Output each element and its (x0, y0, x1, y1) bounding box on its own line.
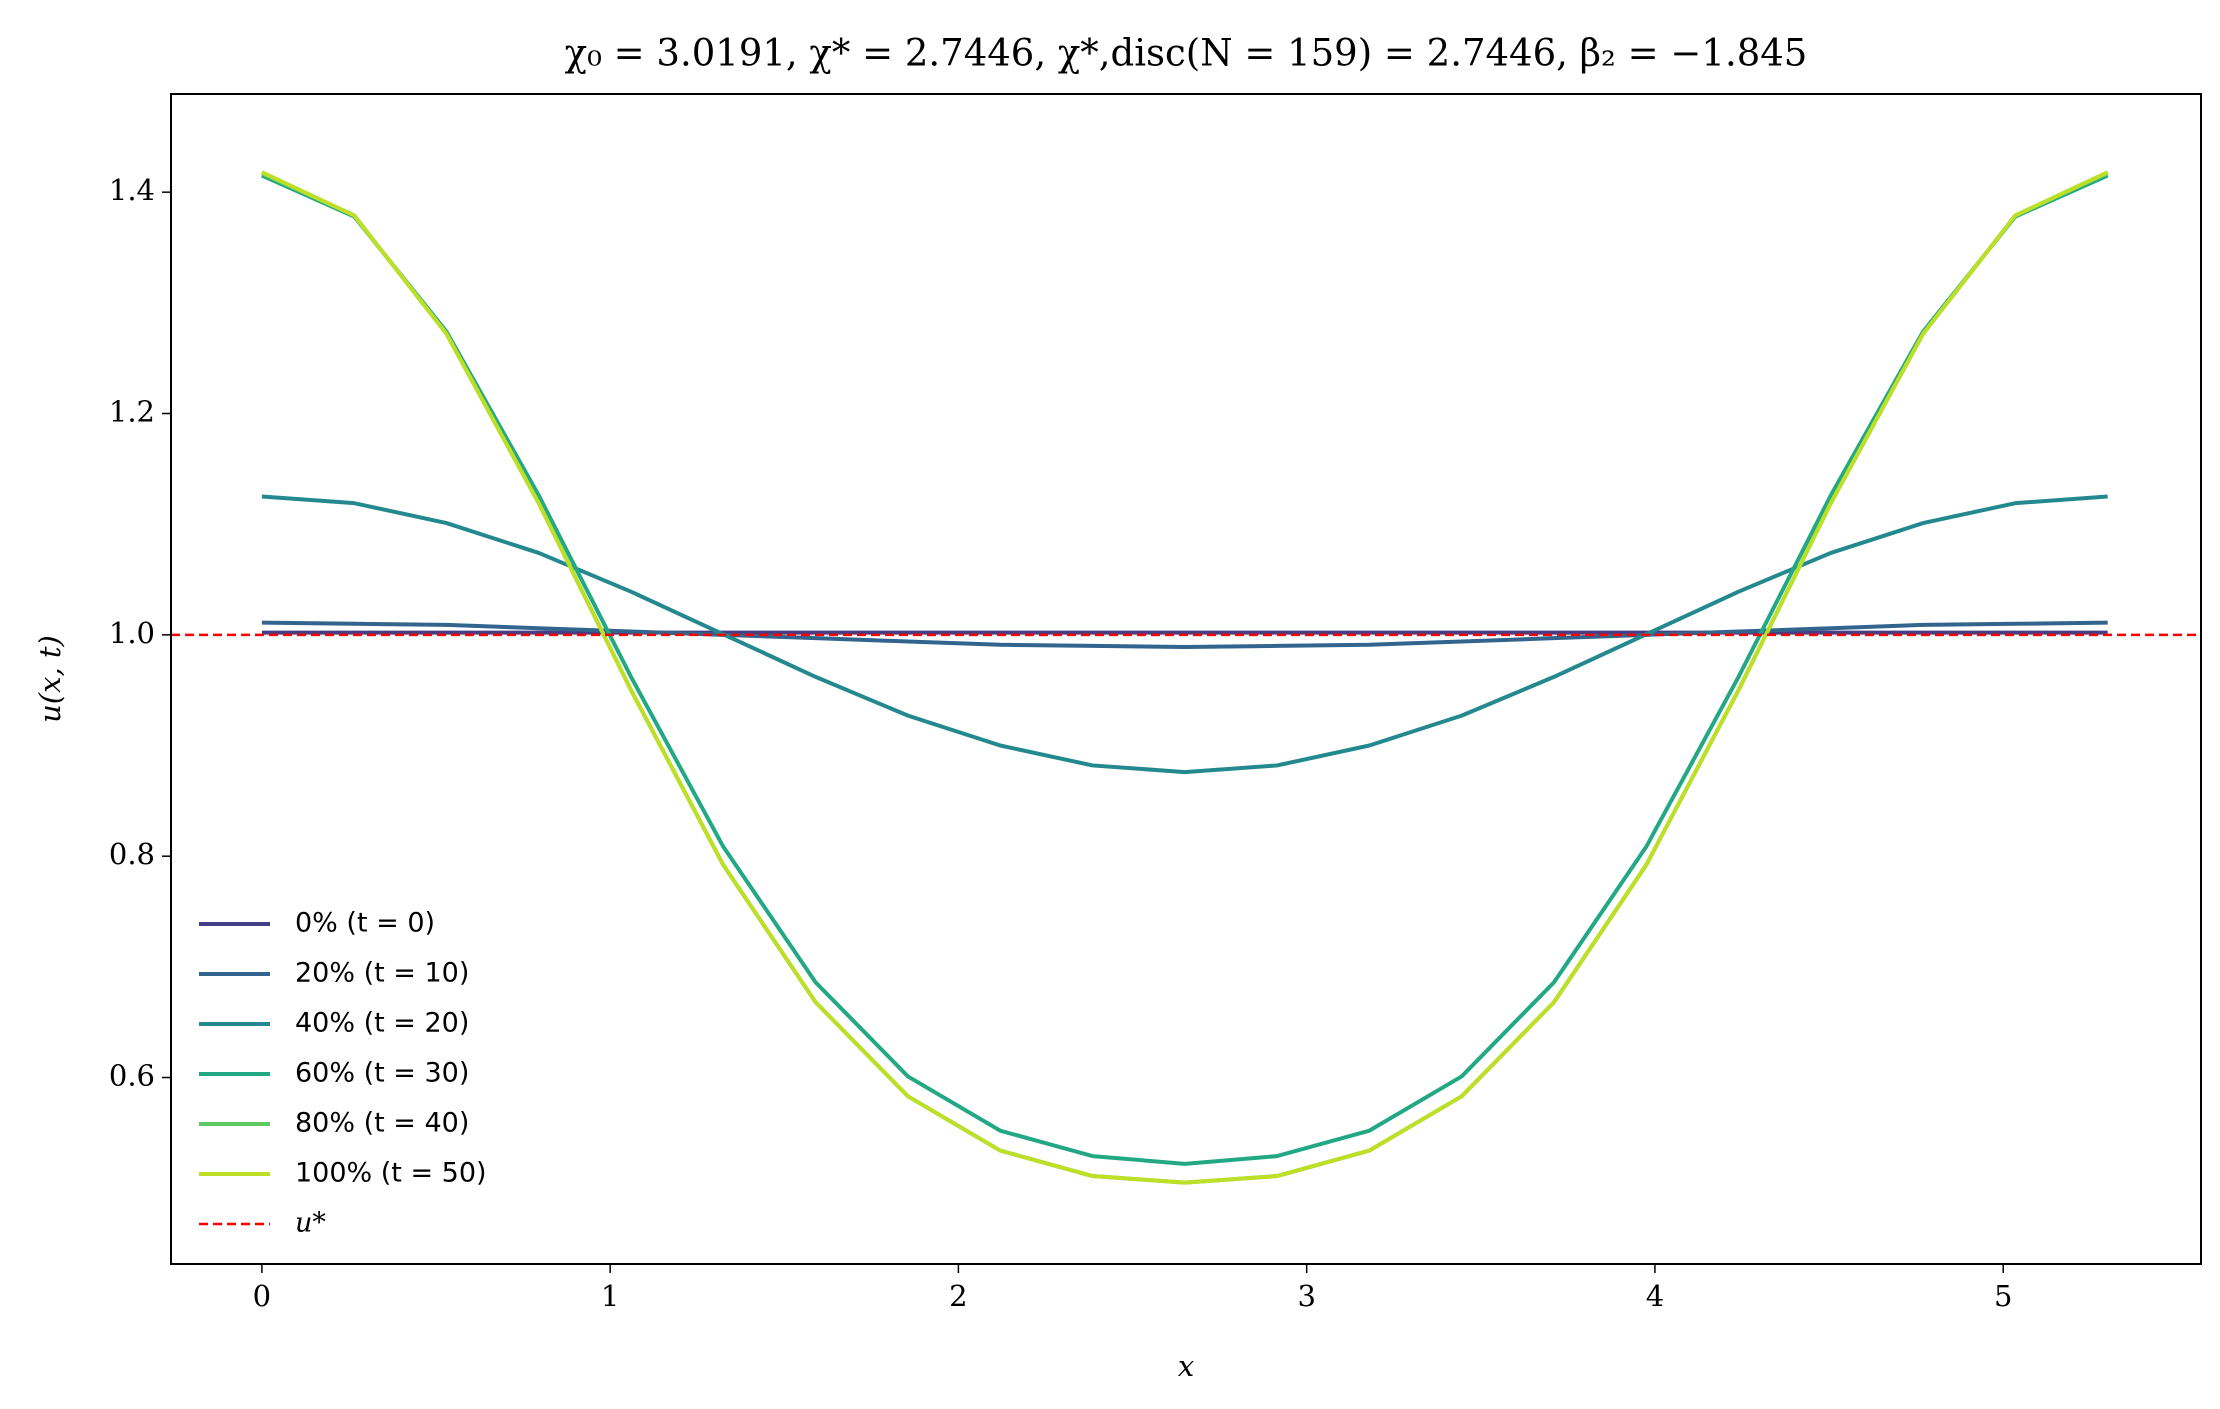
legend-label: 40% (t = 20) (295, 1008, 469, 1039)
x-tick-label: 4 (1646, 1279, 1664, 1313)
plot-frame (170, 93, 2202, 1265)
x-tick-label: 5 (1994, 1279, 2012, 1313)
y-tick-label: 0.8 (109, 837, 155, 871)
y-tick-label: 1.2 (109, 395, 155, 429)
x-tick-label: 2 (949, 1279, 967, 1313)
y-axis-label: u(x, t) (33, 635, 67, 723)
x-tick-label: 1 (601, 1279, 619, 1313)
legend-label: 60% (t = 30) (295, 1058, 469, 1089)
x-axis-label: x (1178, 1349, 1194, 1383)
series-line (261, 173, 2109, 1166)
legend-label: 0% (t = 0) (295, 908, 435, 939)
legend-label: 20% (t = 10) (295, 958, 469, 989)
series-line (261, 620, 2108, 650)
y-tick-label: 0.6 (109, 1059, 155, 1093)
chart-title: χ₀ = 3.0191, χ* = 2.7446, χ*,disc(N = 15… (565, 32, 1808, 75)
legend-label: 100% (t = 50) (295, 1158, 487, 1189)
legend-label: u* (295, 1208, 326, 1239)
y-tick-label: 1.4 (109, 173, 155, 207)
x-tick-label: 0 (253, 1279, 271, 1313)
y-tick-label: 1.0 (109, 616, 155, 650)
series-line (261, 170, 2109, 1185)
legend-label: 80% (t = 40) (295, 1108, 469, 1139)
x-tick-label: 3 (1297, 1279, 1315, 1313)
